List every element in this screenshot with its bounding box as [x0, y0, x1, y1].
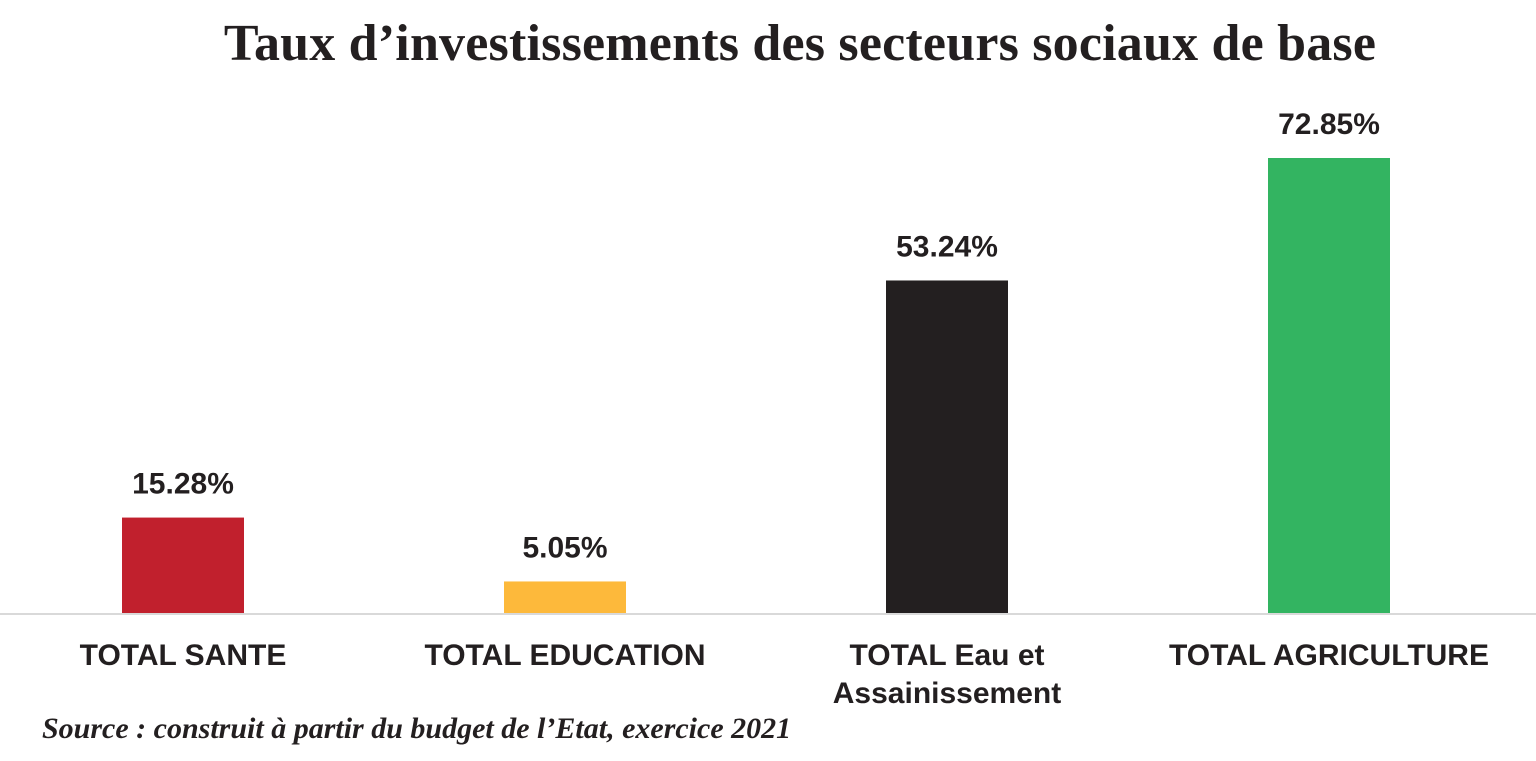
category-label-2-line-1: Assainissement: [833, 677, 1061, 710]
category-labels-group: TOTAL SANTE TOTAL EDUCATION TOTAL Eau et As…: [80, 639, 1489, 710]
bar-3: [1268, 158, 1390, 613]
category-label-1: TOTAL EDUCATION: [424, 639, 705, 672]
category-label-2-line-0: TOTAL Eau et: [849, 639, 1044, 672]
bars-group: [122, 158, 1390, 613]
value-label-3: 72.85%: [1278, 108, 1380, 141]
value-labels-group: 15.28% 5.05% 53.24% 72.85%: [132, 108, 1380, 564]
bar-0: [122, 517, 244, 613]
value-label-1: 5.05%: [522, 531, 607, 564]
value-label-2: 53.24%: [896, 230, 998, 263]
chart-title: Taux d’investissements des secteurs soci…: [223, 15, 1377, 72]
source-note: Source : construit à partir du budget de…: [42, 712, 792, 745]
bar-2: [886, 280, 1008, 613]
bar-1: [504, 581, 626, 613]
value-label-0: 15.28%: [132, 468, 234, 501]
category-label-3: TOTAL AGRICULTURE: [1169, 639, 1489, 672]
category-label-0: TOTAL SANTE: [80, 639, 287, 672]
